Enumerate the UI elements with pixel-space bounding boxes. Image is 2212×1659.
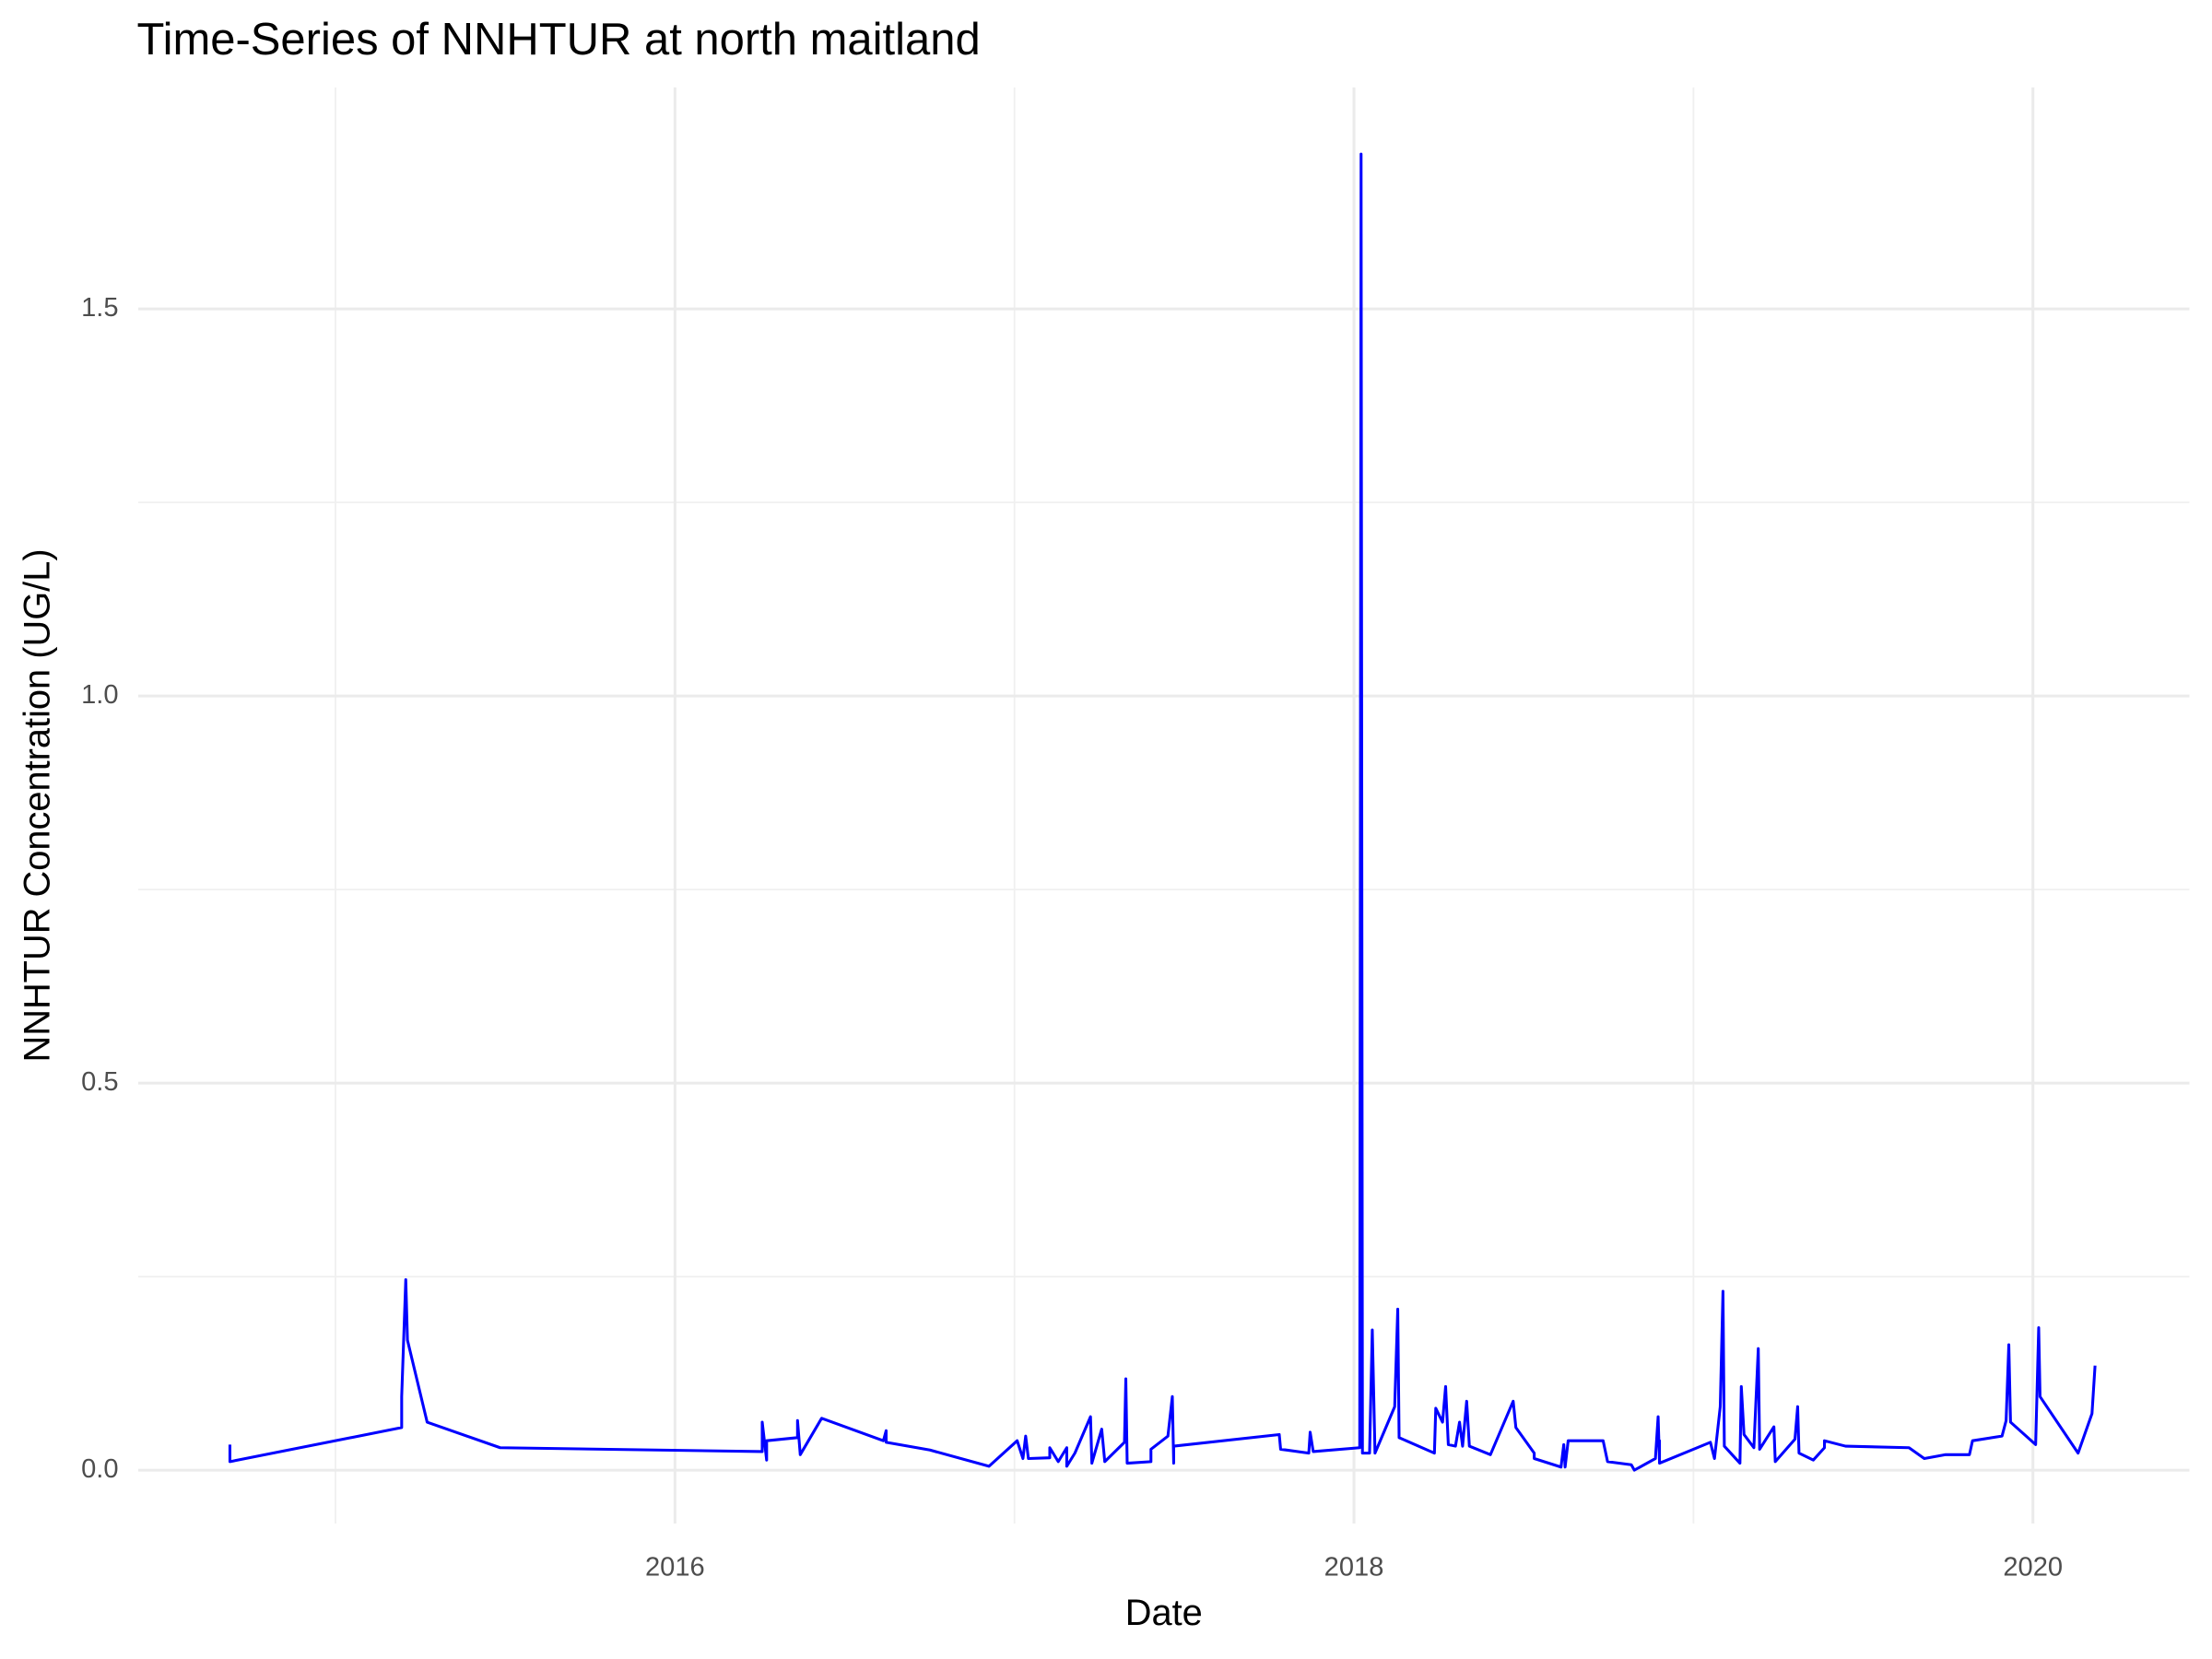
x-tick-label: 2020 xyxy=(2003,1553,2063,1583)
y-tick-label: 1.5 xyxy=(81,293,118,323)
chart-title: Time-Series of NNHTUR at north maitland xyxy=(136,15,980,65)
y-tick-label: 0.5 xyxy=(81,1067,118,1097)
y-tick-label: 0.0 xyxy=(81,1454,118,1484)
x-axis-title: Date xyxy=(1125,1593,1203,1633)
x-tick-label: 2016 xyxy=(645,1553,705,1583)
grid xyxy=(138,87,2190,1524)
x-tick-label: 2018 xyxy=(1324,1553,1384,1583)
y-axis-title: NNHTUR Concentration (UG/L) xyxy=(17,548,57,1062)
data-line xyxy=(228,152,2097,1472)
y-tick-label: 1.0 xyxy=(81,680,118,710)
